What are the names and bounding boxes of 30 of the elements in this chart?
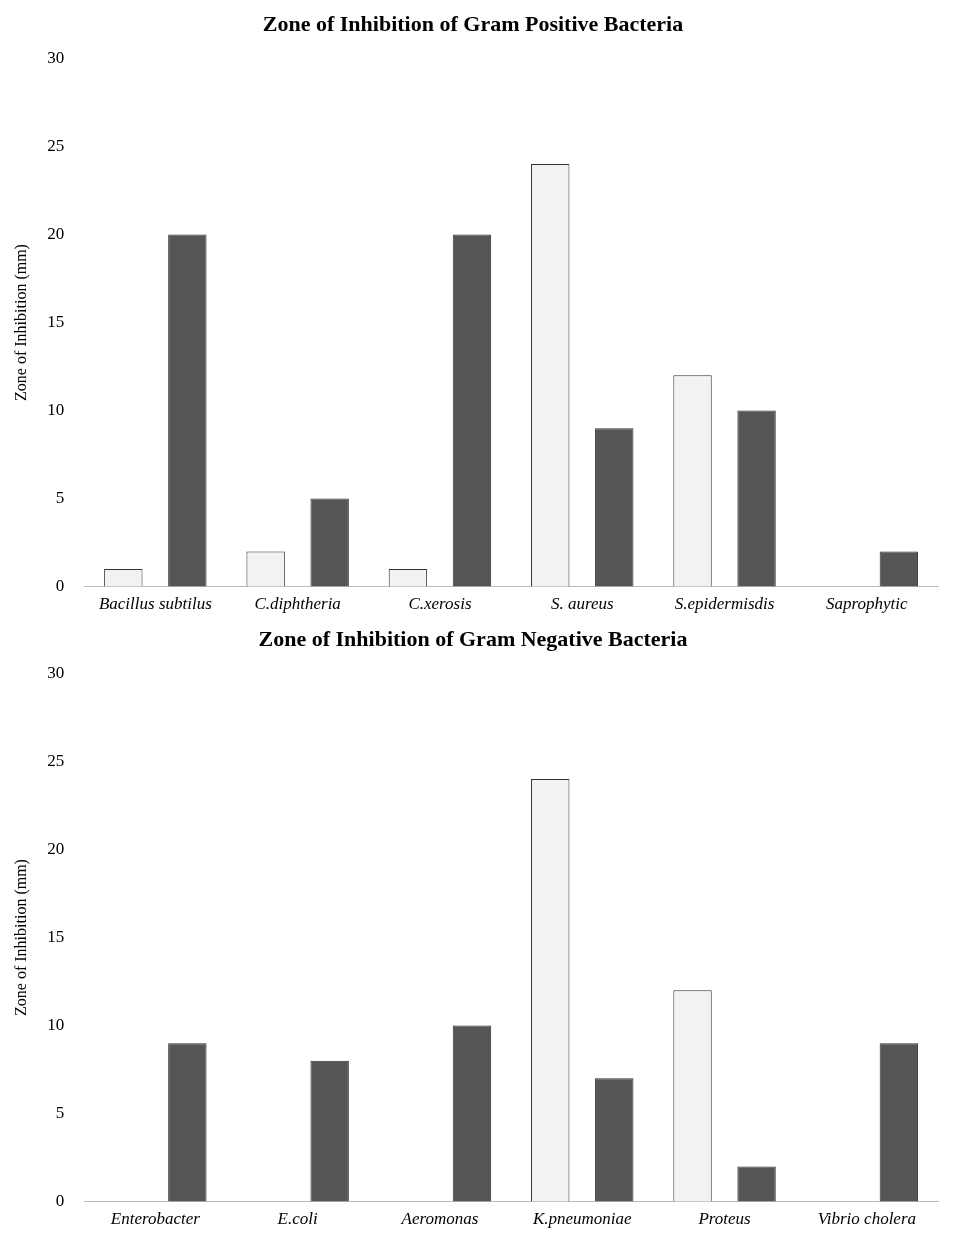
y-tick-label: 0 [55, 576, 65, 596]
x-tick-label: K.pneumoniae [531, 1209, 633, 1229]
y-axis-title: Zone of Inhibition (mm) [11, 244, 30, 401]
y-tick-label: 20 [47, 223, 65, 243]
x-tick-label: Proteus [697, 1209, 752, 1229]
y-tick-label: 5 [55, 488, 65, 508]
y-tick-label: 15 [47, 926, 65, 946]
y-tick-label: 30 [47, 47, 65, 67]
y-tick-label: 25 [47, 135, 65, 155]
chart-title: Zone of Inhibition of Gram Negative Bacteria [258, 625, 688, 651]
x-tick-label: Aeromonas [400, 1209, 479, 1229]
y-tick-label: 25 [47, 750, 65, 770]
y-tick-label: 0 [55, 1191, 65, 1211]
x-tick-label: Enterobacter [109, 1209, 201, 1229]
y-tick-label: 15 [47, 311, 65, 331]
x-tick-label: E.coli [276, 1209, 318, 1229]
x-tick-label: Bacillus subtilus [98, 594, 213, 614]
y-tick-label: 10 [47, 1015, 65, 1034]
y-tick-label: 30 [47, 662, 65, 682]
x-tick-label: Vibrio cholera [817, 1209, 917, 1229]
x-tick-label: Saprophytic [826, 594, 909, 614]
x-tick-label: C.diphtheria [254, 594, 341, 614]
y-tick-label: 5 [55, 1103, 65, 1123]
y-tick-label: 10 [47, 400, 65, 419]
y-axis-title: Zone of Inhibition (mm) [11, 859, 30, 1016]
x-tick-label: C.xerosis [408, 594, 472, 614]
x-tick-label: S. aureus [550, 594, 614, 614]
y-tick-label: 20 [47, 838, 65, 858]
chart-title: Zone of Inhibition of Gram Positive Bacteria [262, 10, 684, 36]
x-tick-label: S.epidermisdis [674, 594, 775, 614]
